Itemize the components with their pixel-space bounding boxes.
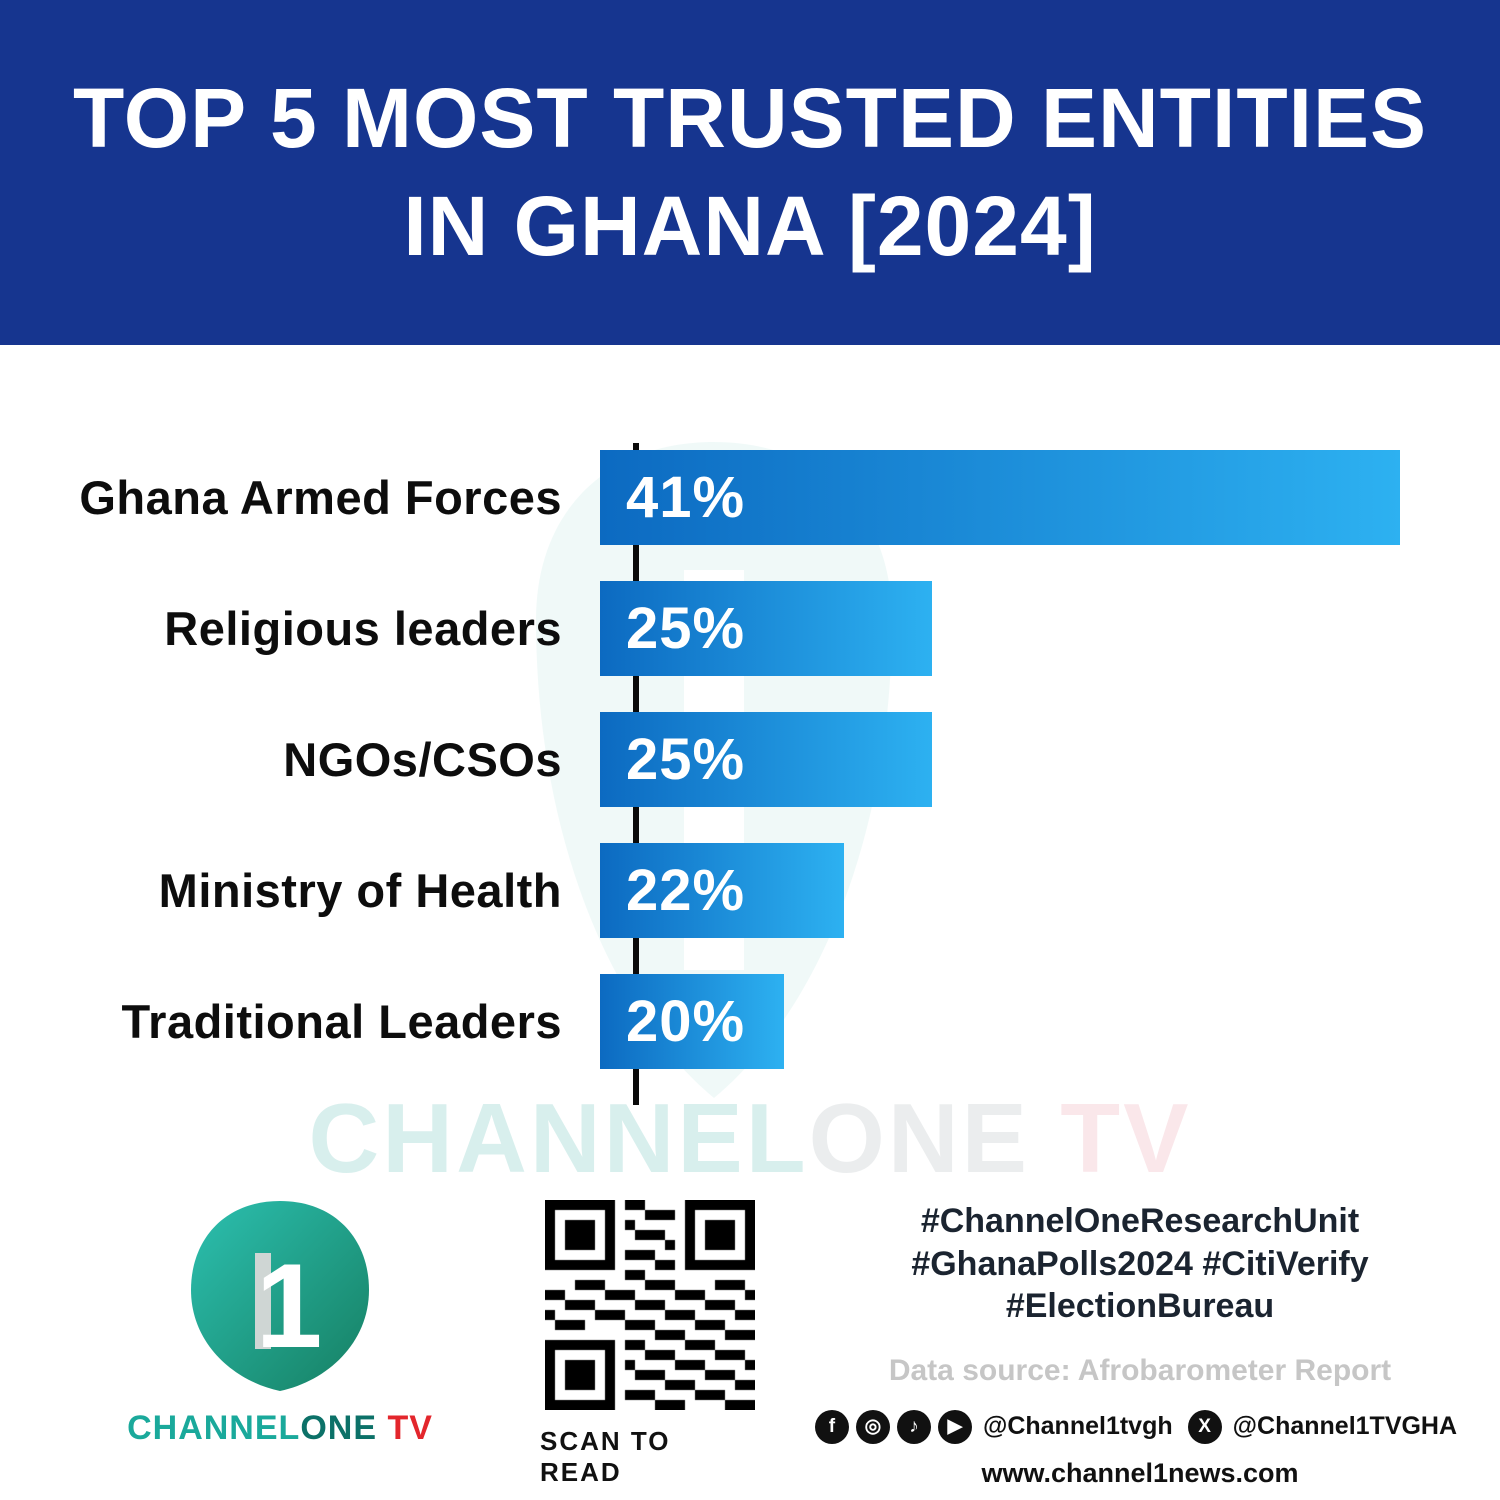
channel-one-logo: 1 CHANNELONE TV [115, 1195, 445, 1448]
bar-track: 41% [600, 450, 1400, 545]
chart-row: Ghana Armed Forces 41% [0, 450, 1500, 545]
bar-track: 22% [600, 843, 1400, 938]
qr-code [545, 1200, 755, 1410]
instagram-icon: ◎ [855, 1409, 890, 1444]
bar-label: NGOs/CSOs [283, 733, 562, 786]
x-icon: X [1187, 1409, 1222, 1444]
logo-tv-text: TV [377, 1409, 433, 1447]
page-title-line1: TOP 5 MOST TRUSTED ENTITIES [72, 70, 1428, 165]
social-handle-2: @Channel1TVGHA [1232, 1412, 1458, 1440]
footer-info: #ChannelOneResearchUnit #GhanaPolls2024 … [814, 1200, 1457, 1489]
bar: 22% [600, 843, 844, 938]
logo-pick-icon: 1 [191, 1201, 369, 1391]
data-source: Data source: Afrobarometer Report [888, 1353, 1392, 1387]
bar-value-label: 41% [626, 465, 746, 530]
qr-caption: SCAN TO READ [540, 1426, 671, 1487]
logo-channel-text: CHANNEL [127, 1409, 301, 1447]
watermark-channel: CHANNEL [308, 1083, 809, 1193]
bar-label: Traditional Leaders [121, 995, 562, 1048]
youtube-icon: ▶ [937, 1409, 972, 1444]
facebook-icon: f [814, 1409, 849, 1444]
watermark-tv: TV [1030, 1083, 1192, 1193]
bar: 25% [600, 581, 932, 676]
logo-one-text: ONE [300, 1409, 377, 1447]
bar-track: 20% [600, 974, 1400, 1069]
social-row: f ◎ ♪ ▶ @Channel1tvgh X @Channel1TVGHA [814, 1409, 1457, 1444]
bar-track: 25% [600, 712, 1400, 807]
logo-wordmark: CHANNELONE TV [127, 1409, 433, 1448]
page-title: TOP 5 MOST TRUSTED ENTITIES IN GHANA [20… [73, 65, 1427, 280]
channel-one-text-watermark: CHANNELONE TV [0, 1082, 1500, 1195]
bar-value-label: 20% [626, 989, 746, 1054]
header-banner: TOP 5 MOST TRUSTED ENTITIES IN GHANA [20… [0, 0, 1500, 345]
chart-row: Traditional Leaders 20% [0, 974, 1500, 1069]
chart-row: Religious leaders 25% [0, 581, 1500, 676]
qr-block: SCAN TO READ [540, 1200, 760, 1488]
bar-track: 25% [600, 581, 1400, 676]
bar: 20% [600, 974, 784, 1069]
bar: 25% [600, 712, 932, 807]
hashtags-line3: #ElectionBureau [1005, 1287, 1275, 1325]
bar-label: Ghana Armed Forces [79, 471, 562, 524]
chart-row: Ministry of Health 22% [0, 843, 1500, 938]
logo-numeral: 1 [256, 1239, 323, 1373]
bar-value-label: 22% [626, 858, 746, 923]
bar-value-label: 25% [626, 727, 746, 792]
bar-chart: Ghana Armed Forces 41% Religious leaders… [0, 450, 1500, 1105]
social-handle-1: @Channel1tvgh [982, 1412, 1173, 1440]
hashtags-line1: #ChannelOneResearchUnit [920, 1202, 1360, 1240]
bar-label: Religious leaders [164, 602, 562, 655]
bar-label: Ministry of Health [158, 864, 562, 917]
watermark-one: ONE [808, 1083, 1030, 1193]
hashtags-line2: #GhanaPolls2024 #CitiVerify [911, 1244, 1369, 1283]
page-title-line2: IN GHANA [2024] [403, 178, 1097, 273]
hashtags: #ChannelOneResearchUnit #GhanaPolls2024 … [860, 1200, 1420, 1328]
bar-value-label: 25% [626, 596, 746, 661]
bar: 41% [600, 450, 1400, 545]
tiktok-icon: ♪ [896, 1409, 931, 1444]
chart-row: NGOs/CSOs 25% [0, 712, 1500, 807]
website-url: www.channel1news.com [981, 1457, 1299, 1488]
